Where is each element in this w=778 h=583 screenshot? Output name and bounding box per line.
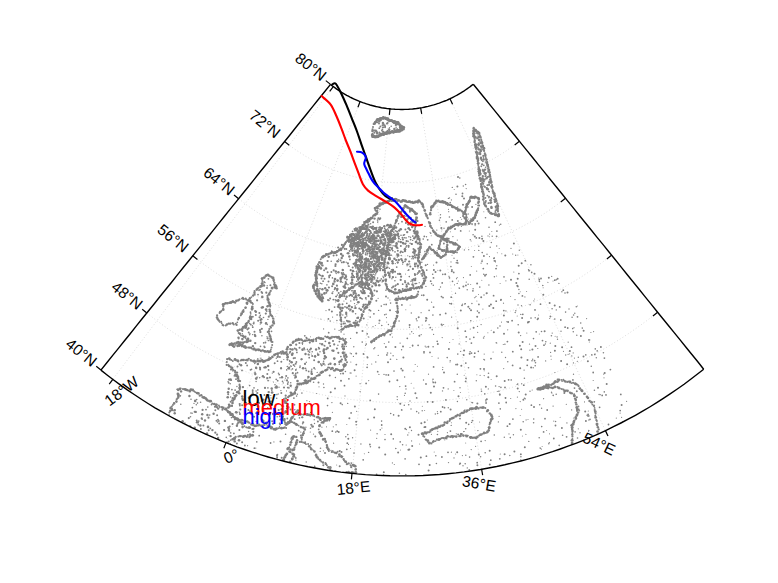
svg-text:18°E: 18°E (336, 478, 371, 498)
svg-text:high: high (243, 404, 285, 429)
